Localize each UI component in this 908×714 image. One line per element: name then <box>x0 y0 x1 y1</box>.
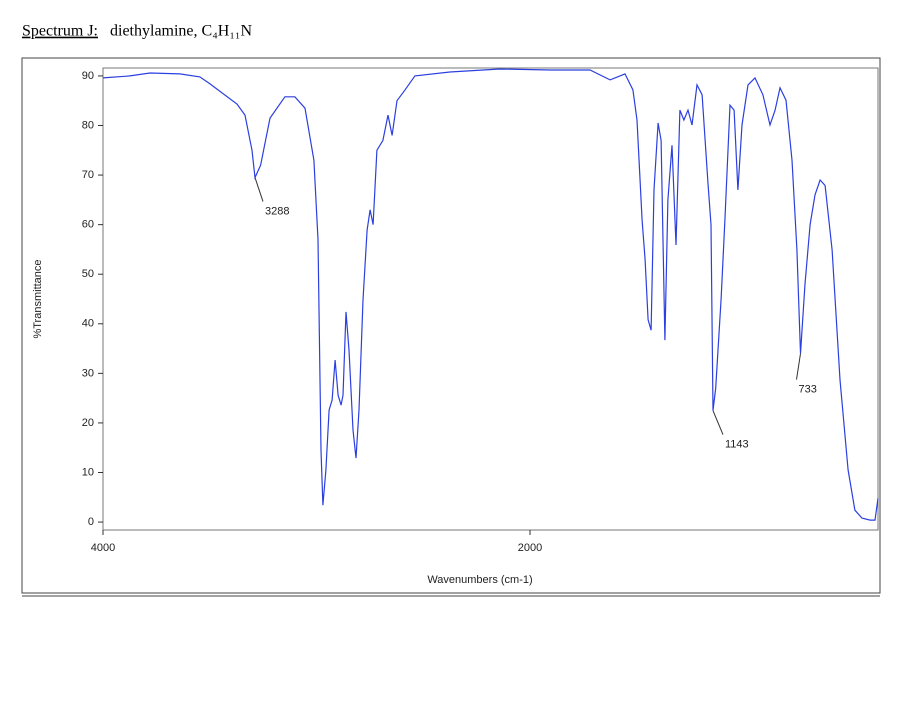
y-tick-label: 60 <box>82 219 94 231</box>
annotation-leader <box>796 353 801 380</box>
y-axis-label: %Transmittance <box>32 259 44 338</box>
y-tick-label: 40 <box>82 318 94 330</box>
annotation-label: 1143 <box>725 438 749 450</box>
annotation-leader <box>254 177 264 202</box>
y-tick-label: 20 <box>82 417 94 429</box>
y-tick-label: 10 <box>82 466 94 478</box>
frame <box>21 57 881 594</box>
plot-area <box>102 67 879 531</box>
annotation-leader <box>712 410 724 435</box>
spectrum-line <box>102 68 879 521</box>
title-label: Spectrum J: <box>22 23 98 40</box>
y-tick-label: 0 <box>88 516 94 528</box>
x-tick-label: 2000 <box>518 542 542 554</box>
chart-title: diethylamine, C₄H₁₁N <box>110 23 252 40</box>
y-tick-label: 80 <box>82 119 94 131</box>
y-tick-label: 70 <box>82 169 94 181</box>
y-tick-label: 90 <box>82 70 94 82</box>
annotation-label: 3288 <box>265 205 289 217</box>
y-tick-label: 30 <box>82 367 94 379</box>
x-tick-label: 4000 <box>91 542 115 554</box>
y-tick-label: 50 <box>82 268 94 280</box>
x-axis-label: Wavenumbers (cm-1) <box>427 574 532 586</box>
annotation-label: 733 <box>799 383 817 395</box>
